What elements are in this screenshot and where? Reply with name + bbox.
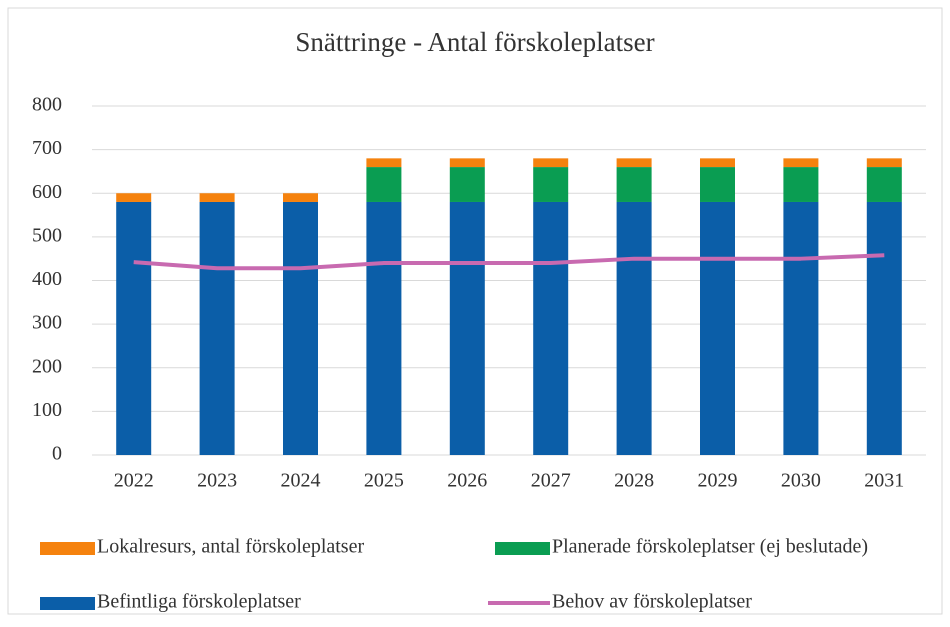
bar-segment: [283, 193, 318, 202]
x-tick-label: 2026: [447, 470, 487, 492]
chart-title: Snättringe - Antal förskoleplatser: [295, 27, 654, 57]
legend-label: Befintliga förskoleplatser: [97, 591, 301, 613]
y-tick-label: 800: [32, 94, 62, 116]
legend-swatch: [495, 542, 550, 555]
bar-segment: [366, 201, 402, 455]
x-tick-label: 2029: [698, 470, 738, 492]
x-tick-label: 2023: [197, 470, 237, 492]
bar-segment: [866, 158, 902, 168]
bar-segment: [783, 167, 819, 202]
legend-swatch: [40, 542, 95, 555]
bar-segment: [533, 158, 569, 168]
bar-segment: [283, 201, 318, 455]
x-tick-label: 2027: [531, 470, 571, 492]
y-tick-label: 400: [32, 268, 62, 290]
bar-segment: [616, 158, 652, 168]
bar-segment: [116, 193, 152, 202]
y-tick-label: 0: [52, 443, 62, 465]
bar-segment: [366, 158, 402, 168]
bar-segment: [866, 167, 902, 202]
y-tick-label: 200: [32, 355, 62, 377]
bar-segment: [449, 201, 485, 455]
x-tick-label: 2031: [864, 470, 904, 492]
bar-segment: [199, 201, 235, 455]
legend-label: Lokalresurs, antal förskoleplatser: [97, 536, 364, 558]
x-tick-label: 2028: [614, 470, 654, 492]
x-tick-label: 2025: [364, 470, 404, 492]
bar-segment: [366, 167, 402, 202]
bar-segment: [700, 158, 735, 168]
bar-segment: [616, 201, 652, 455]
x-tick-label: 2022: [114, 470, 154, 492]
x-tick-label: 2030: [781, 470, 821, 492]
bar-segment: [783, 201, 819, 455]
y-tick-label: 600: [32, 181, 62, 203]
y-tick-label: 100: [32, 399, 62, 421]
bar-segment: [700, 167, 735, 202]
legend-label: Behov av förskoleplatser: [552, 591, 752, 613]
bar-segment: [533, 201, 569, 455]
x-tick-label: 2024: [281, 470, 321, 492]
bar-segment: [700, 201, 735, 455]
y-tick-label: 500: [32, 224, 62, 246]
bar-segment: [449, 167, 485, 202]
legend-label: Planerade förskoleplatser (ej beslutade): [552, 536, 868, 558]
bar-segment: [116, 201, 152, 455]
bar-segment: [449, 158, 485, 168]
legend-swatch: [40, 597, 95, 610]
bar-segment: [616, 167, 652, 202]
y-tick-label: 300: [32, 312, 62, 334]
bar-segment: [783, 158, 819, 168]
bar-segment: [199, 193, 235, 202]
bar-segment: [866, 201, 902, 455]
bar-segment: [533, 167, 569, 202]
y-tick-label: 700: [32, 137, 62, 159]
line: [133, 253, 885, 271]
